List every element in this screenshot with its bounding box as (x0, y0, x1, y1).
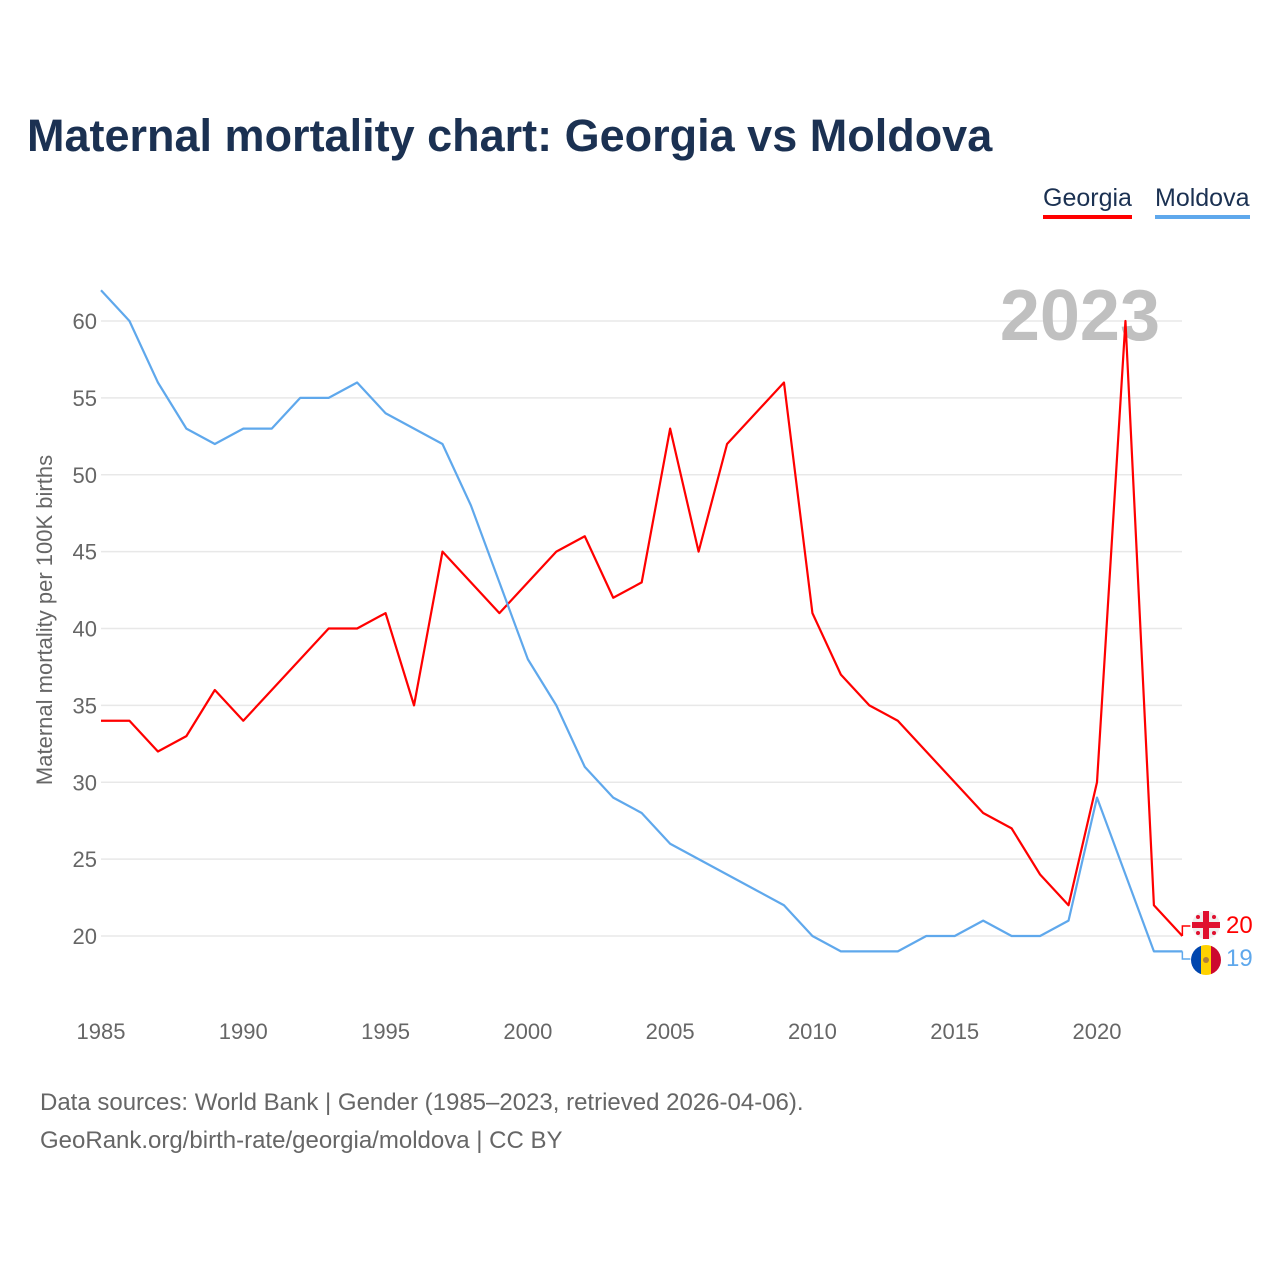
year-badge: 2023 (1000, 276, 1160, 356)
x-tick-label: 2020 (1073, 1019, 1122, 1044)
y-tick-label: 20 (73, 924, 97, 949)
x-tick-label: 2015 (930, 1019, 979, 1044)
chart-title: Maternal mortality chart: Georgia vs Mol… (27, 110, 993, 161)
x-tick-label: 1990 (219, 1019, 268, 1044)
legend-moldova[interactable]: Moldova (1155, 184, 1250, 219)
y-tick-label: 30 (73, 770, 97, 795)
georgia-end-label: 20 (1226, 912, 1253, 939)
moldova-flag-icon (1191, 945, 1221, 975)
x-tick-label: 1995 (361, 1019, 410, 1044)
series-line-georgia (101, 319, 1184, 937)
x-tick-label: 1985 (77, 1019, 126, 1044)
x-tick-label: 2000 (503, 1019, 552, 1044)
footer-sources: Data sources: World Bank | Gender (1985–… (40, 1089, 804, 1116)
y-tick-label: 50 (73, 463, 97, 488)
y-tick-label: 55 (73, 386, 97, 411)
series-line-moldova (100, 289, 1183, 953)
x-tick-label: 2010 (788, 1019, 837, 1044)
y-tick-label: 45 (73, 540, 97, 565)
y-axis-label: Maternal mortality per 100K births (32, 455, 57, 785)
end-connector (1181, 951, 1191, 960)
moldova-end-label: 19 (1226, 945, 1253, 972)
y-tick-label: 60 (73, 309, 97, 334)
end-connector (1181, 925, 1191, 936)
footer-link[interactable]: GeoRank.org/birth-rate/georgia/moldova |… (40, 1127, 563, 1154)
y-tick-label: 25 (73, 847, 97, 872)
x-tick-label: 2005 (646, 1019, 695, 1044)
legend-georgia[interactable]: Georgia (1043, 184, 1132, 219)
y-tick-label: 35 (73, 693, 97, 718)
georgia-flag-icon (1192, 911, 1220, 939)
y-tick-label: 40 (73, 617, 97, 642)
